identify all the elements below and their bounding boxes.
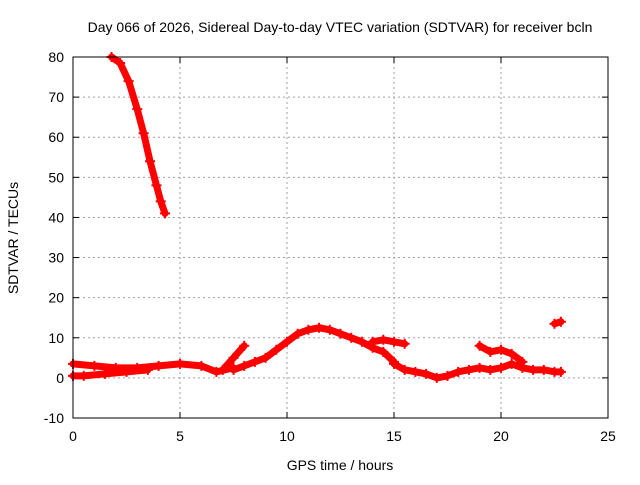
x-tick-label: 15 [386,428,402,444]
data-point [217,364,228,375]
data-point [78,370,89,381]
series-3 [228,322,399,375]
y-tick-label: 0 [56,370,64,386]
data-layer [68,52,566,383]
data-point [346,332,357,343]
data-point [260,352,271,363]
data-point [378,346,389,357]
x-tick-label: 10 [279,428,295,444]
data-point [228,352,239,363]
y-tick-label: 80 [48,49,64,65]
data-point [314,322,325,333]
data-point [367,336,378,347]
series-trace [390,360,565,382]
data-point [399,364,410,375]
data-point [485,364,496,375]
series-8 [549,316,566,329]
grid-layer [73,57,608,418]
y-tick-label: 10 [48,330,64,346]
series-4 [217,340,250,375]
data-point [496,362,506,373]
data-point [196,360,207,371]
data-point [138,128,149,139]
y-tick-label: -10 [44,410,64,426]
data-point [378,334,389,345]
y-tick-label: 70 [48,89,64,105]
series-5 [389,358,566,383]
x-axis-label: GPS time / hours [287,457,394,473]
data-point [249,356,260,367]
y-axis-label: SDTVAR / TECUs [5,182,21,294]
data-point [100,368,111,379]
data-point [303,324,314,335]
data-point [89,360,100,371]
data-point [271,344,282,355]
data-point [442,370,453,381]
data-point [506,348,517,359]
data-point [463,364,474,375]
data-point [115,58,126,69]
x-tick-label: 20 [493,428,509,444]
data-point [292,328,303,339]
x-tick-label: 0 [69,428,77,444]
data-point [160,208,171,219]
y-tick-label: 20 [48,290,64,306]
series-trace [369,336,409,348]
data-point [155,196,166,207]
data-point [496,344,506,355]
data-point [151,180,162,191]
data-point [453,366,464,377]
data-point [145,156,156,167]
plot-frame [72,56,609,419]
tick-layer: 0 5 10 15 20 25 -10 0 10 20 30 40 50 60 70 80 [44,49,616,444]
data-point [239,360,250,371]
data-point [506,358,517,369]
data-point [356,336,367,347]
data-point [431,372,442,383]
data-point [175,358,185,369]
data-point [123,76,134,87]
data-point [142,364,153,375]
y-tick-label: 40 [48,209,64,225]
y-tick-label: 30 [48,250,64,266]
x-tick-label: 25 [600,428,616,444]
data-point [324,324,335,335]
data-point [132,104,143,115]
chart-title: Day 066 of 2026, Sidereal Day-to-day VTE… [88,19,593,35]
data-point [485,346,496,357]
series-7 [367,334,410,349]
data-point [538,364,549,375]
data-point [282,336,292,347]
series-0 [106,52,171,219]
data-point [555,366,566,377]
data-point [121,366,132,377]
y-tick-label: 50 [48,169,64,185]
data-point [528,364,539,375]
series-trace [230,324,398,374]
data-point [389,336,399,347]
data-point [335,328,346,339]
data-point [410,366,421,377]
data-point [399,338,410,349]
x-tick-label: 5 [176,428,184,444]
data-point [555,316,566,327]
data-point [389,358,399,369]
data-point [228,364,239,375]
data-point [549,318,560,329]
data-point [474,362,485,373]
data-point [474,340,485,351]
data-point [421,368,432,379]
y-tick-label: 60 [48,129,64,145]
data-point [517,356,528,367]
data-point [239,340,250,351]
data-point [211,366,222,377]
series-6 [474,340,528,367]
data-point [153,360,164,371]
